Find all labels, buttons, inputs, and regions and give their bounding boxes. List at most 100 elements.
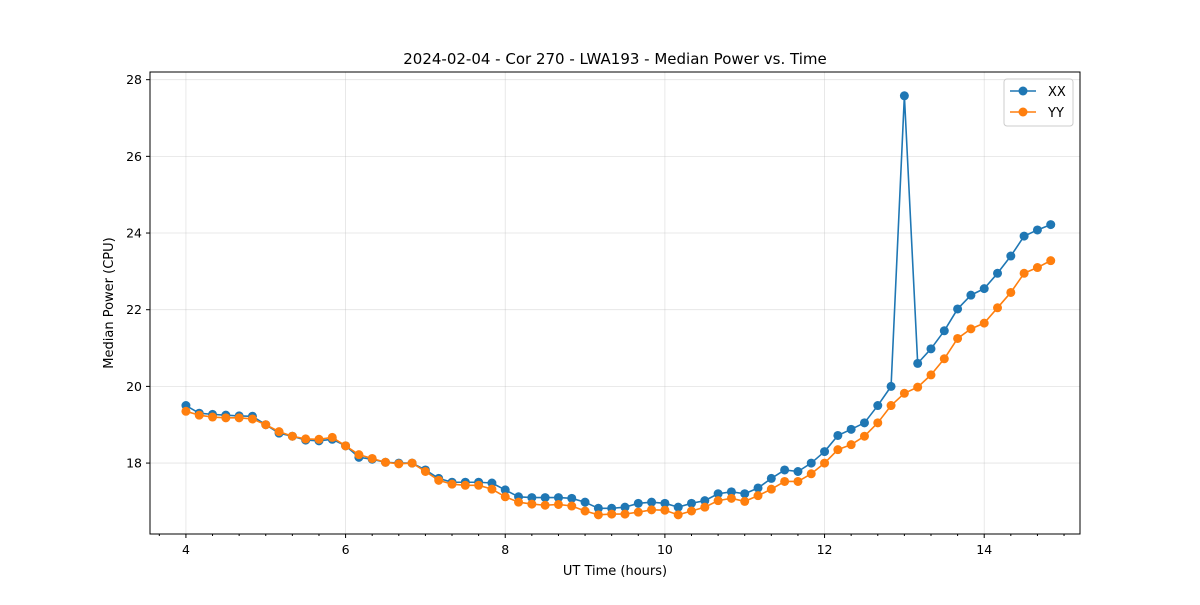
x-tick-label: 8 bbox=[501, 542, 509, 557]
data-point-yy bbox=[846, 440, 856, 450]
data-point-yy bbox=[859, 431, 869, 441]
data-point-yy bbox=[726, 493, 736, 503]
data-point-yy bbox=[700, 502, 710, 512]
data-point-yy bbox=[740, 496, 750, 506]
ticks-layer: 4 6 8 10 12 14 18 20 22 24 26 28 bbox=[126, 72, 1065, 557]
data-point-yy bbox=[580, 506, 590, 516]
data-point-yy bbox=[926, 370, 936, 380]
data-point-yy bbox=[221, 413, 231, 423]
data-point-yy bbox=[1046, 256, 1056, 266]
data-point-yy bbox=[341, 441, 351, 451]
data-point-xx bbox=[633, 498, 643, 508]
data-point-yy bbox=[487, 484, 497, 494]
y-tick-label: 18 bbox=[126, 456, 142, 471]
data-point-yy bbox=[713, 496, 723, 506]
data-point-yy bbox=[793, 476, 803, 486]
data-point-xx bbox=[766, 473, 776, 483]
data-point-yy bbox=[181, 406, 191, 416]
x-tick-label: 12 bbox=[817, 542, 833, 557]
data-point-xx bbox=[620, 502, 630, 512]
data-point-yy bbox=[247, 414, 257, 424]
data-point-yy bbox=[620, 509, 630, 519]
data-point-yy bbox=[500, 492, 510, 502]
data-point-yy bbox=[766, 484, 776, 494]
y-tick-label: 24 bbox=[126, 226, 142, 241]
data-point-yy bbox=[287, 431, 297, 441]
x-tick-label: 14 bbox=[976, 542, 992, 557]
data-point-xx bbox=[859, 418, 869, 428]
data-point-xx bbox=[527, 493, 537, 503]
data-point-yy bbox=[420, 467, 430, 477]
plot-frame bbox=[149, 71, 1081, 535]
data-point-xx bbox=[886, 381, 896, 391]
data-point-xx bbox=[1019, 231, 1029, 241]
legend-yy-marker bbox=[1018, 107, 1028, 117]
x-tick-label: 10 bbox=[657, 542, 673, 557]
data-point-yy bbox=[407, 458, 417, 468]
data-point-yy bbox=[434, 475, 444, 485]
data-point-yy bbox=[673, 510, 683, 520]
data-point-xx bbox=[540, 493, 550, 503]
series-line-xx bbox=[185, 94, 1052, 510]
y-tick-label: 28 bbox=[126, 72, 142, 87]
series-yy bbox=[181, 256, 1056, 520]
data-point-yy bbox=[953, 333, 963, 343]
data-point-yy bbox=[806, 469, 816, 479]
legend-xx-label: XX bbox=[1048, 85, 1066, 100]
data-point-xx bbox=[966, 290, 976, 300]
data-point-xx bbox=[953, 304, 963, 314]
data-point-yy bbox=[913, 382, 923, 392]
data-point-xx bbox=[700, 496, 710, 506]
data-point-yy bbox=[1006, 287, 1016, 297]
data-point-xx bbox=[833, 430, 843, 440]
data-point-yy bbox=[367, 453, 377, 463]
data-point-yy bbox=[514, 497, 524, 507]
data-point-xx bbox=[740, 489, 750, 499]
data-point-xx bbox=[873, 401, 883, 411]
data-point-yy bbox=[234, 413, 244, 423]
data-point-xx bbox=[926, 344, 936, 354]
data-point-yy bbox=[979, 318, 989, 328]
data-point-yy bbox=[633, 507, 643, 517]
legend-xx-marker bbox=[1018, 86, 1028, 96]
data-point-xx bbox=[713, 489, 723, 499]
data-point-yy bbox=[780, 476, 790, 486]
data-point-yy bbox=[593, 510, 603, 520]
data-point-yy bbox=[966, 324, 976, 334]
data-point-yy bbox=[939, 354, 949, 364]
series-layer bbox=[181, 91, 1056, 520]
data-point-xx bbox=[806, 458, 816, 468]
data-point-yy bbox=[647, 505, 657, 515]
series-xx bbox=[181, 91, 1056, 513]
data-point-xx bbox=[726, 487, 736, 497]
data-point-xx bbox=[647, 497, 657, 507]
y-tick-label: 20 bbox=[126, 379, 142, 394]
data-point-xx bbox=[1032, 225, 1042, 235]
data-point-xx bbox=[567, 493, 577, 503]
x-tick-label: 4 bbox=[182, 542, 190, 557]
data-point-yy bbox=[660, 505, 670, 515]
data-point-xx bbox=[993, 268, 1003, 278]
data-point-xx bbox=[913, 358, 923, 368]
legend: XX YY bbox=[1003, 78, 1074, 127]
data-point-yy bbox=[873, 418, 883, 428]
data-point-xx bbox=[660, 498, 670, 508]
data-point-yy bbox=[567, 501, 577, 511]
legend-yy-label: YY bbox=[1047, 106, 1064, 121]
data-point-yy bbox=[553, 499, 563, 509]
data-point-xx bbox=[939, 326, 949, 336]
data-point-yy bbox=[354, 450, 364, 460]
data-point-yy bbox=[301, 434, 311, 444]
y-axis-label: Median Power (CPU) bbox=[102, 237, 117, 368]
data-point-xx bbox=[1046, 220, 1056, 230]
x-tick-label: 6 bbox=[342, 542, 350, 557]
data-point-xx bbox=[580, 497, 590, 507]
data-point-yy bbox=[274, 427, 284, 437]
data-point-xx bbox=[500, 485, 510, 495]
grid-layer bbox=[150, 72, 1080, 534]
data-point-yy bbox=[527, 499, 537, 509]
data-point-yy bbox=[208, 412, 218, 422]
data-point-yy bbox=[540, 500, 550, 510]
